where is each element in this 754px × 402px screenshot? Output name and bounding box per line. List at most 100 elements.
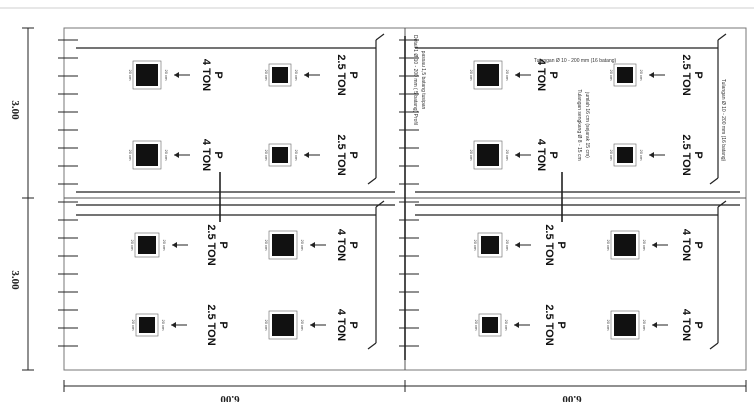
footing-outline	[268, 310, 298, 340]
footing-group: 20 cm 20 cm P4 TON	[469, 139, 559, 171]
footing-dim-label: 20 cm	[473, 240, 478, 252]
footing-group: 20 cm 20 cm P2.5 TON	[130, 224, 229, 265]
rebar-hook	[375, 200, 385, 208]
footing-block	[136, 64, 158, 86]
footing-block	[272, 147, 288, 163]
load-p-label: P	[347, 321, 359, 328]
footing-group: 20 cm 20 cm P2.5 TON	[609, 54, 704, 95]
load-p-label: P	[212, 71, 224, 78]
load-arrowhead	[172, 242, 177, 248]
note-vertical-1: Detail 1 Ø 10 - 200 mm ( 5 batang) Profi…	[412, 35, 418, 125]
footing-outline	[132, 60, 162, 90]
rebar-hook	[717, 200, 727, 208]
load-arrowhead	[515, 152, 520, 158]
tie-beams	[76, 36, 740, 360]
rebar-hook	[367, 177, 377, 185]
footing-group: 20 cm 20 cm P4 TON	[128, 139, 224, 171]
load-value-label: 2.5 TON	[335, 134, 347, 175]
load-arrowhead	[174, 152, 179, 158]
footing-outline	[613, 143, 637, 167]
load-value-label: 4 TON	[200, 139, 212, 171]
footing-group: 20 cm 20 cm P2.5 TON	[131, 304, 229, 345]
footing-outline	[132, 140, 162, 170]
load-arrowhead	[649, 152, 654, 158]
footing-dim-label: 20 cm	[505, 150, 510, 162]
load-p-label: P	[547, 71, 559, 78]
footing-dim-label: 20 cm	[642, 320, 647, 332]
load-value-label: 2.5 TON	[680, 54, 692, 95]
footing-group: 20 cm 20 cm P4 TON	[606, 309, 704, 341]
footing-dim-label: 20 cm	[164, 70, 169, 82]
footing-outline	[478, 313, 502, 337]
footing-dim-label: 20 cm	[128, 70, 133, 82]
footing-outline	[135, 313, 159, 337]
load-p-label: P	[692, 321, 704, 328]
load-arrowhead	[304, 72, 309, 78]
note-side-bar: Tulangan Ø 10 - 200 mm (16 batang)	[720, 79, 726, 162]
footing-dim-label: 20 cm	[131, 320, 136, 332]
load-p-label: P	[692, 71, 704, 78]
rebar-hook	[375, 33, 385, 41]
note-vertical-3: Tulangan sengkang Ø 8 - 15 cm	[576, 89, 582, 160]
footing-dim-label: 20 cm	[504, 320, 509, 332]
footing-block	[614, 234, 636, 256]
footing-dim-label: 20 cm	[469, 150, 474, 162]
footing-dim-label: 20 cm	[639, 150, 644, 162]
rebar-lines	[76, 33, 727, 350]
footing-block	[139, 317, 155, 333]
rebar-hook	[709, 342, 719, 350]
footing-group: 20 cm 20 cm P4 TON	[128, 59, 224, 91]
footing-dim-label: 20 cm	[264, 240, 269, 252]
load-value-label: 2.5 TON	[205, 304, 217, 345]
footing-dim-label: 20 cm	[264, 320, 269, 332]
footing-dim-label: 20 cm	[474, 320, 479, 332]
load-p-label: P	[555, 241, 567, 248]
load-arrowhead	[515, 72, 520, 78]
load-value-label: 4 TON	[200, 59, 212, 91]
load-arrowhead	[310, 322, 315, 328]
load-p-label: P	[347, 151, 359, 158]
footing-dim-label: 20 cm	[609, 150, 614, 162]
footing-group: 20 cm 20 cm P4 TON	[606, 229, 704, 261]
footing-dim-label: 20 cm	[300, 320, 305, 332]
load-p-label: P	[692, 241, 704, 248]
load-p-label: P	[547, 151, 559, 158]
load-arrowhead	[652, 242, 657, 248]
footing-group: 20 cm 20 cm P4 TON	[264, 229, 359, 261]
footing-dim-label: 20 cm	[264, 150, 269, 162]
load-value-label: 4 TON	[335, 229, 347, 261]
footing-dim-label: 20 cm	[130, 240, 135, 252]
footing-dim-label: 20 cm	[505, 240, 510, 252]
footing-dim-label: 20 cm	[606, 320, 611, 332]
footing-dim-label: 20 cm	[264, 70, 269, 82]
footing-block	[477, 144, 499, 166]
note-top-bar: Tulangan Ø 10 - 200 mm (16 batang)	[534, 58, 617, 64]
footing-outline	[613, 63, 637, 87]
load-value-label: 4 TON	[535, 139, 547, 171]
footing-dim-label: 20 cm	[162, 240, 167, 252]
load-value-label: 2.5 TON	[543, 304, 555, 345]
load-arrowhead	[304, 152, 309, 158]
footing-block	[136, 144, 158, 166]
grid-ticks	[58, 39, 419, 347]
footing-block	[482, 317, 498, 333]
load-value-label: 4 TON	[680, 309, 692, 341]
load-value-label: 4 TON	[335, 309, 347, 341]
dim-label-v2: 3.00	[9, 270, 21, 290]
footing-block	[138, 236, 156, 254]
footing-block	[481, 236, 499, 254]
dim-label-h1: 6.00	[220, 393, 240, 402]
load-value-label: 2.5 TON	[680, 134, 692, 175]
footing-dim-label: 20 cm	[164, 150, 169, 162]
load-arrowhead	[652, 322, 657, 328]
footing-outline	[268, 63, 292, 87]
load-arrowhead	[514, 322, 519, 328]
footing-block	[614, 314, 636, 336]
footing-group: 20 cm 20 cm P2.5 TON	[474, 304, 567, 345]
footing-dim-label: 20 cm	[639, 70, 644, 82]
dimension-lines	[22, 27, 747, 392]
footing-outline	[268, 230, 298, 260]
footing-block	[477, 64, 499, 86]
load-arrowhead	[515, 242, 520, 248]
